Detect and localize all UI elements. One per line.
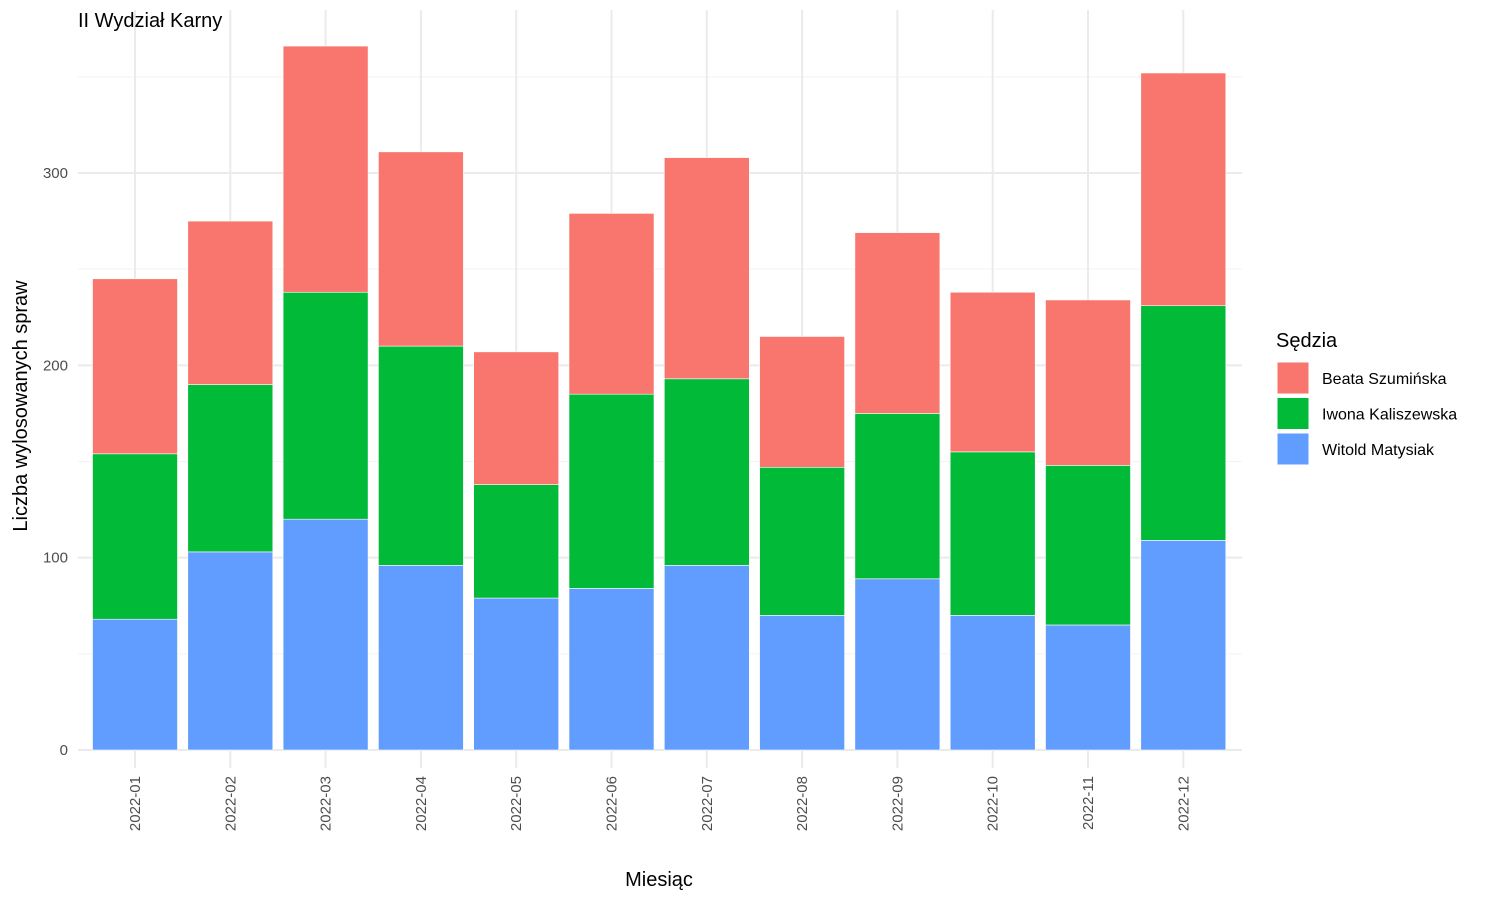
legend-swatch [1276, 432, 1310, 466]
bar-segment [1140, 540, 1227, 751]
bar-stack-2022-06 [568, 213, 655, 751]
legend-swatch [1276, 361, 1310, 395]
legend-label: Beata Szumińska [1322, 371, 1447, 388]
bar-stack-2022-09 [854, 232, 941, 751]
legend-item: Beata Szumińska [1276, 361, 1447, 395]
legend-label: Witold Matysiak [1322, 442, 1435, 459]
legend-title: Sędzia [1276, 330, 1338, 352]
bar-stack-2022-02 [187, 220, 274, 751]
bar-segment [759, 615, 845, 751]
x-tick-label: 2022-06 [604, 776, 621, 831]
bar-segment [949, 451, 1036, 616]
bar-segment [759, 336, 845, 468]
y-axis-ticks: 0 100 200 300 [43, 165, 68, 759]
bar-segment [282, 518, 369, 751]
bar-segment [1045, 465, 1131, 626]
y-tick-label: 0 [60, 742, 68, 759]
bar-stack-2022-05 [473, 351, 560, 751]
bar-segment [1045, 299, 1131, 466]
x-tick-label: 2022-07 [699, 776, 716, 831]
bar-segment [378, 345, 464, 566]
legend: Sędzia Beata Szumińska Iwona Kaliszewska W… [1276, 330, 1457, 466]
bar-segment [187, 384, 274, 553]
bar-segment [282, 45, 369, 293]
bar-segment [473, 484, 560, 599]
x-axis-title: Miesiąc [625, 869, 693, 891]
bar-segment [378, 565, 464, 751]
bar-segment [1140, 305, 1227, 541]
y-tick-label: 100 [43, 550, 68, 567]
x-tick-label: 2022-01 [127, 776, 144, 831]
y-tick-label: 200 [43, 357, 68, 374]
bar-segment [282, 291, 369, 520]
bar-segment [92, 618, 178, 751]
bar-segment [854, 578, 941, 751]
legend-swatch [1276, 397, 1310, 430]
bar-segment [949, 291, 1036, 453]
x-tick-label: 2022-03 [318, 776, 335, 831]
bar-segment [568, 393, 655, 589]
chart-title: II Wydział Karny [78, 10, 222, 32]
legend-item: Witold Matysiak [1276, 432, 1435, 466]
x-tick-label: 2022-08 [794, 776, 811, 831]
legend-label: Iwona Kaliszewska [1322, 407, 1457, 424]
bar-segment [854, 413, 941, 580]
bar-stacks [92, 45, 1227, 751]
bar-segment [187, 220, 274, 385]
bar-segment [949, 615, 1036, 751]
bar-segment [92, 278, 178, 455]
bar-segment [473, 597, 560, 751]
x-axis-ticks: 2022-01 2022-02 2022-03 2022-04 2022-05 2022-… [127, 776, 1192, 831]
bar-segment [92, 453, 178, 620]
bar-segment [759, 466, 845, 616]
legend-item: Iwona Kaliszewska [1276, 397, 1457, 430]
bar-stack-2022-03 [282, 45, 369, 751]
bar-stack-2022-07 [663, 157, 750, 751]
y-tick-label: 300 [43, 165, 68, 182]
x-tick-label: 2022-05 [508, 776, 525, 831]
bar-segment [854, 232, 941, 414]
bar-segment [663, 565, 750, 751]
bar-stack-2022-11 [1045, 299, 1131, 751]
bar-segment [1045, 624, 1131, 751]
bar-stack-2022-10 [949, 291, 1036, 751]
bar-segment [378, 151, 464, 347]
bar-stack-2022-12 [1140, 72, 1227, 751]
bar-segment [663, 157, 750, 380]
bar-segment [473, 351, 560, 485]
x-tick-label: 2022-10 [985, 776, 1002, 831]
x-tick-label: 2022-11 [1080, 776, 1097, 830]
x-tick-label: 2022-12 [1175, 776, 1192, 831]
x-tick-label: 2022-09 [889, 776, 906, 831]
bar-segment [187, 551, 274, 751]
bar-stack-2022-01 [92, 278, 178, 751]
bar-segment [663, 378, 750, 566]
bar-segment [1140, 72, 1227, 307]
x-tick-label: 2022-02 [222, 776, 239, 831]
x-tick-label: 2022-04 [413, 776, 430, 831]
bar-stack-2022-08 [759, 336, 845, 751]
bar-stack-2022-04 [378, 151, 464, 751]
bar-segment [568, 588, 655, 751]
bar-segment [568, 213, 655, 395]
y-axis-title: Liczba wylosowanych spraw [10, 280, 32, 532]
